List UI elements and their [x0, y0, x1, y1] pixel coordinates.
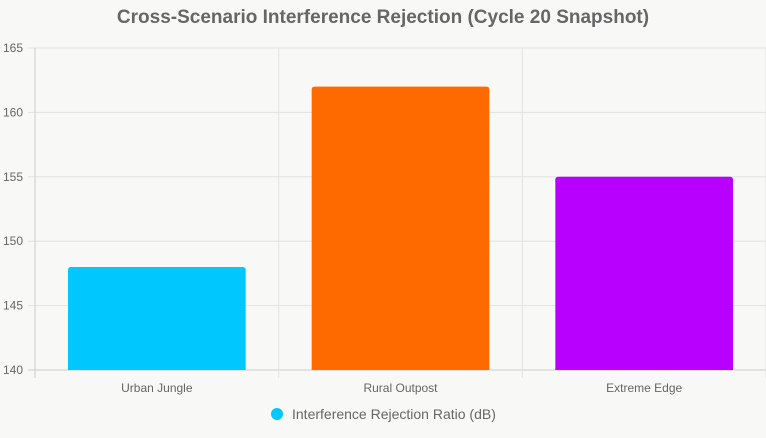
legend[interactable]: Interference Rejection Ratio (dB) — [271, 406, 496, 422]
x-tick-label: Extreme Edge — [606, 381, 682, 395]
bar-extreme-edge — [555, 176, 733, 370]
y-tick-label: 165 — [3, 41, 23, 55]
x-tick-label: Rural Outpost — [363, 381, 438, 395]
bar-rural-outpost — [311, 86, 490, 370]
chart-title: Cross-Scenario Interference Rejection (C… — [117, 7, 649, 28]
y-tick-label: 155 — [3, 170, 23, 184]
y-tick-label: 145 — [3, 299, 23, 313]
y-tick-label: 140 — [3, 363, 23, 377]
legend-swatch — [271, 408, 283, 420]
legend-label: Interference Rejection Ratio (dB) — [292, 406, 496, 422]
y-tick-label: 150 — [3, 234, 23, 248]
x-tick-label: Urban Jungle — [121, 381, 193, 395]
y-tick-label: 160 — [3, 105, 23, 119]
bar-urban-jungle — [68, 266, 246, 370]
